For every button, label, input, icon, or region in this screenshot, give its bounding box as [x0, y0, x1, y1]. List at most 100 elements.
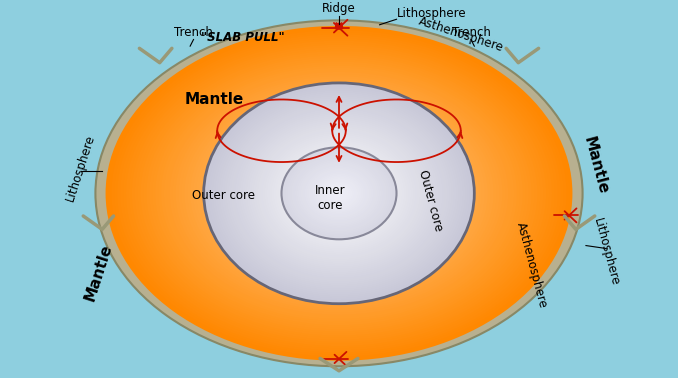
- Ellipse shape: [129, 43, 549, 344]
- Ellipse shape: [300, 162, 378, 225]
- Ellipse shape: [317, 175, 361, 212]
- Ellipse shape: [330, 186, 348, 201]
- Ellipse shape: [314, 174, 364, 213]
- Ellipse shape: [304, 166, 374, 221]
- Ellipse shape: [208, 87, 470, 300]
- Ellipse shape: [234, 118, 444, 269]
- Ellipse shape: [337, 192, 341, 195]
- Ellipse shape: [240, 122, 438, 265]
- Ellipse shape: [312, 171, 366, 215]
- Ellipse shape: [115, 32, 563, 355]
- Ellipse shape: [333, 189, 345, 197]
- Ellipse shape: [228, 103, 450, 284]
- Ellipse shape: [187, 85, 491, 302]
- Ellipse shape: [323, 180, 355, 206]
- Ellipse shape: [191, 87, 487, 300]
- Ellipse shape: [205, 97, 473, 290]
- Ellipse shape: [295, 162, 383, 225]
- Ellipse shape: [108, 28, 570, 359]
- Ellipse shape: [335, 190, 343, 197]
- Ellipse shape: [164, 68, 514, 319]
- Ellipse shape: [334, 190, 344, 197]
- Ellipse shape: [267, 135, 411, 252]
- Ellipse shape: [281, 147, 397, 239]
- Ellipse shape: [275, 147, 403, 239]
- Ellipse shape: [271, 138, 407, 248]
- Ellipse shape: [245, 126, 433, 260]
- Ellipse shape: [278, 144, 400, 243]
- Ellipse shape: [289, 153, 389, 233]
- Ellipse shape: [120, 36, 558, 350]
- Ellipse shape: [117, 34, 561, 352]
- Ellipse shape: [193, 89, 485, 298]
- Ellipse shape: [140, 51, 538, 336]
- Text: Ridge: Ridge: [322, 2, 356, 15]
- Ellipse shape: [158, 64, 520, 323]
- Text: Outer core: Outer core: [193, 189, 256, 201]
- Ellipse shape: [243, 124, 435, 262]
- Ellipse shape: [249, 129, 429, 258]
- Ellipse shape: [310, 169, 368, 217]
- Ellipse shape: [327, 184, 351, 203]
- Ellipse shape: [96, 20, 582, 366]
- Ellipse shape: [292, 155, 386, 232]
- Ellipse shape: [146, 55, 532, 332]
- Text: Lithosphere: Lithosphere: [397, 7, 466, 20]
- Ellipse shape: [170, 72, 508, 315]
- Ellipse shape: [332, 187, 346, 200]
- Ellipse shape: [206, 85, 472, 302]
- Text: Lithosphere: Lithosphere: [64, 132, 98, 203]
- Text: "SLAB PULL": "SLAB PULL": [201, 31, 285, 43]
- Ellipse shape: [167, 70, 511, 317]
- Text: Trench: Trench: [452, 26, 490, 39]
- Ellipse shape: [231, 116, 447, 271]
- Ellipse shape: [323, 181, 355, 206]
- Ellipse shape: [334, 189, 344, 198]
- Ellipse shape: [184, 82, 494, 304]
- Text: Mantle: Mantle: [184, 92, 243, 107]
- Ellipse shape: [264, 133, 414, 254]
- Ellipse shape: [233, 107, 445, 280]
- Ellipse shape: [283, 147, 395, 239]
- Ellipse shape: [278, 149, 400, 237]
- Text: Trench: Trench: [174, 26, 213, 39]
- Text: Outer core: Outer core: [416, 169, 445, 233]
- Ellipse shape: [321, 181, 357, 206]
- Ellipse shape: [321, 178, 357, 208]
- Ellipse shape: [228, 114, 450, 273]
- Ellipse shape: [319, 179, 359, 208]
- Ellipse shape: [251, 122, 427, 265]
- Ellipse shape: [287, 152, 391, 235]
- Ellipse shape: [330, 187, 348, 200]
- Ellipse shape: [176, 76, 502, 310]
- Ellipse shape: [214, 103, 464, 283]
- Ellipse shape: [303, 164, 375, 223]
- Ellipse shape: [220, 107, 458, 279]
- Ellipse shape: [325, 183, 353, 204]
- Ellipse shape: [308, 169, 370, 218]
- Ellipse shape: [327, 185, 351, 202]
- Ellipse shape: [311, 170, 367, 216]
- Ellipse shape: [336, 191, 342, 195]
- Ellipse shape: [249, 120, 429, 267]
- Ellipse shape: [254, 133, 424, 254]
- Ellipse shape: [153, 59, 525, 327]
- Ellipse shape: [283, 149, 395, 238]
- Ellipse shape: [320, 178, 358, 209]
- Ellipse shape: [211, 101, 467, 285]
- Ellipse shape: [199, 93, 479, 294]
- Ellipse shape: [256, 125, 422, 262]
- Ellipse shape: [327, 184, 351, 203]
- Ellipse shape: [318, 177, 360, 210]
- Ellipse shape: [207, 99, 471, 288]
- Ellipse shape: [269, 136, 409, 250]
- Ellipse shape: [138, 49, 540, 338]
- Ellipse shape: [222, 98, 456, 289]
- Ellipse shape: [298, 160, 380, 226]
- Ellipse shape: [155, 62, 523, 325]
- Ellipse shape: [310, 172, 368, 214]
- Ellipse shape: [298, 164, 380, 223]
- Ellipse shape: [307, 167, 371, 219]
- Ellipse shape: [222, 110, 456, 277]
- Ellipse shape: [316, 177, 362, 210]
